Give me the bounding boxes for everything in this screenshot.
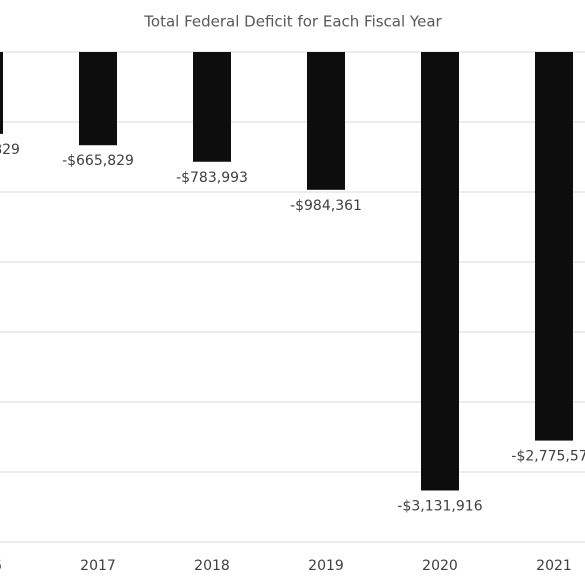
bar (79, 52, 117, 146)
data-label: -$3,131,916 (397, 498, 482, 514)
x-tick-label: 2019 (308, 558, 344, 574)
bar (193, 52, 231, 162)
bar (535, 52, 573, 441)
data-label: -$783,993 (176, 170, 248, 186)
bar (421, 52, 459, 491)
data-label: -$2,775,570 (511, 449, 585, 465)
bar (307, 52, 345, 190)
x-tick-label: 2018 (194, 558, 230, 574)
bar (0, 52, 3, 134)
chart-title: Total Federal Deficit for Each Fiscal Ye… (143, 13, 442, 31)
data-label: -$584,829 (0, 142, 20, 158)
x-tick-label: 2020 (422, 558, 458, 574)
x-tick-label: 2021 (536, 558, 572, 574)
x-tick-label: 2017 (80, 558, 116, 574)
data-label: -$665,829 (62, 153, 134, 169)
data-label: -$984,361 (290, 198, 362, 214)
x-tick-label: 2016 (0, 558, 2, 574)
